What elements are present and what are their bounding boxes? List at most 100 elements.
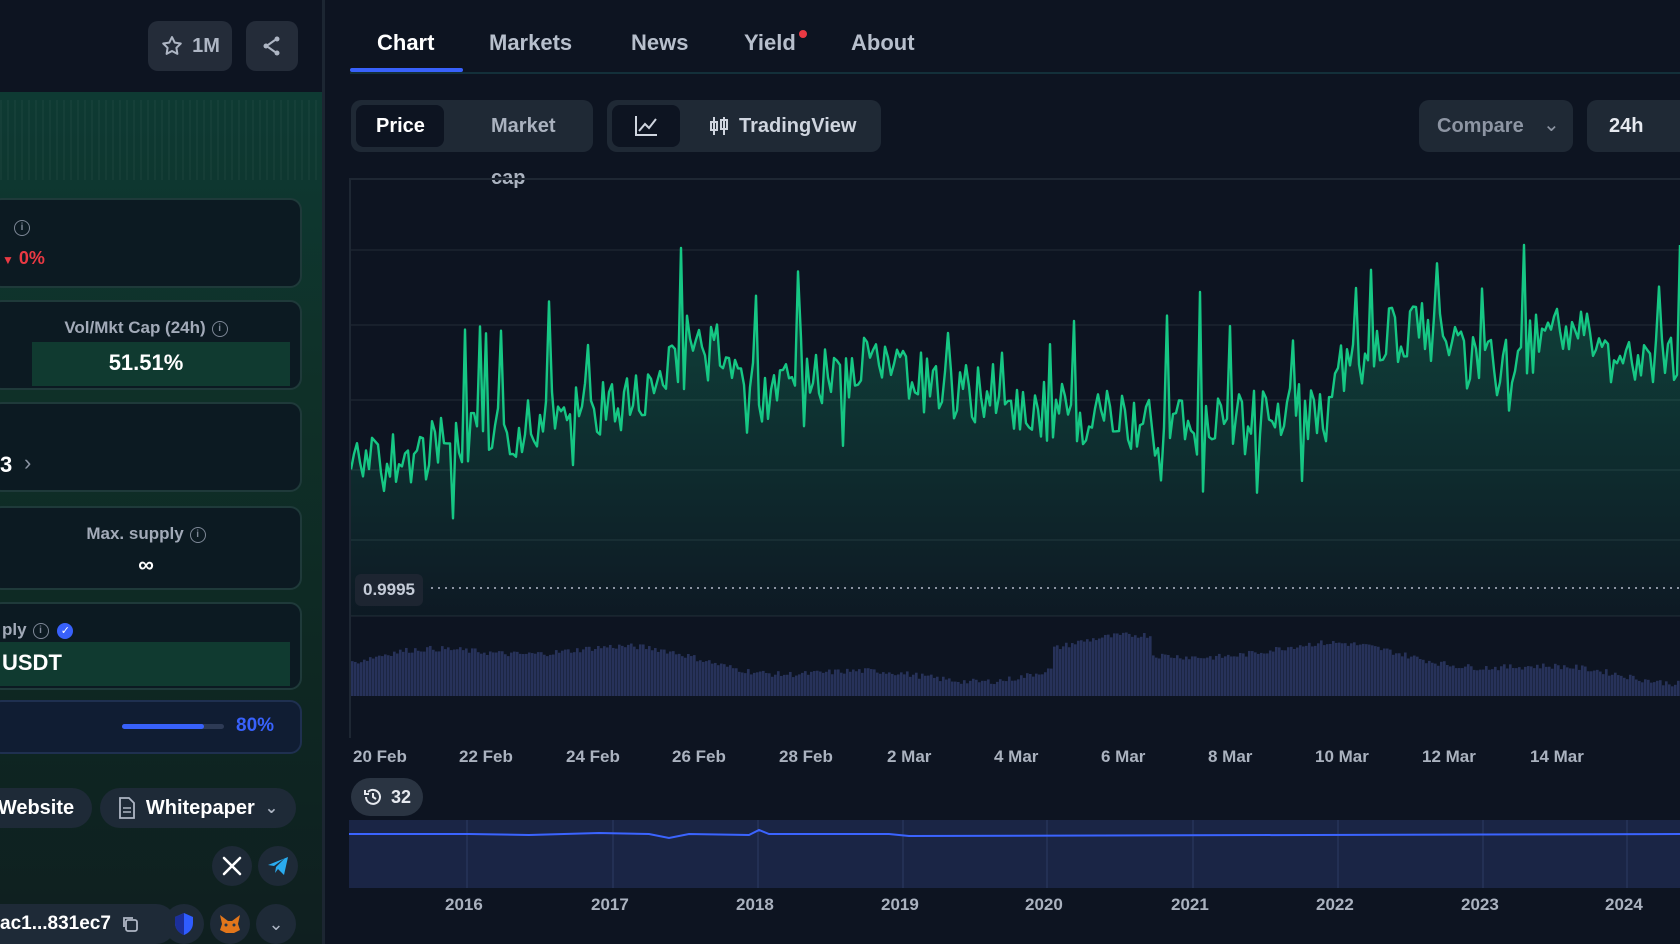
x-axis-tick: 8 Mar xyxy=(1208,747,1253,766)
tab-about[interactable]: About xyxy=(851,30,915,55)
volume-bar xyxy=(1476,670,1479,696)
volume-bar xyxy=(1020,675,1023,696)
volume-bar xyxy=(933,677,936,696)
volume-bar xyxy=(1080,640,1083,696)
volume-bar xyxy=(822,672,825,696)
line-chart-icon[interactable] xyxy=(633,114,659,138)
tab-chart[interactable]: Chart xyxy=(377,30,435,55)
navigator-year: 2019 xyxy=(881,895,919,914)
price-toggle[interactable]: Price xyxy=(376,115,425,137)
price-chart[interactable]: 0.9995 xyxy=(349,178,1680,738)
volume-bar xyxy=(1083,641,1086,696)
volume-bar xyxy=(813,671,816,696)
volume-bar xyxy=(1629,674,1632,696)
volume-bar xyxy=(1470,666,1473,696)
tab-yield[interactable]: Yield xyxy=(744,30,796,55)
time-range-selector[interactable]: 24h xyxy=(1587,100,1680,152)
market-cap-toggle[interactable]: Market cap xyxy=(491,115,556,189)
volume-bar xyxy=(849,671,852,696)
volume-bar xyxy=(1656,680,1659,696)
tradingview-toggle[interactable]: TradingView xyxy=(739,115,857,137)
volume-bar xyxy=(1458,668,1461,696)
volume-bar xyxy=(1224,656,1227,696)
volume-bar xyxy=(1176,655,1179,696)
contract-address[interactable]: ac1...831ec7 xyxy=(0,904,176,944)
range-navigator[interactable] xyxy=(349,820,1680,888)
volume-bar xyxy=(1452,665,1455,696)
whitepaper-link[interactable]: Whitepaper ⌄ xyxy=(100,788,296,828)
volume-bar xyxy=(1593,670,1596,696)
volume-bar xyxy=(1533,668,1536,696)
volume-bar xyxy=(900,672,903,696)
security-audit-button[interactable] xyxy=(164,904,204,944)
volume-bar xyxy=(1569,668,1572,696)
volume-bar xyxy=(1416,656,1419,696)
chevron-right-icon[interactable]: › xyxy=(24,450,32,475)
volume-bar xyxy=(1356,645,1359,696)
history-badge[interactable]: 32 xyxy=(351,778,424,816)
volume-bars xyxy=(351,632,1680,696)
supply-card[interactable]: 3 › xyxy=(0,402,302,492)
price-chart-svg[interactable] xyxy=(351,180,1680,738)
volume-bar xyxy=(1602,674,1605,696)
volume-bar xyxy=(1113,633,1116,696)
x-axis-tick: 20 Feb xyxy=(353,747,407,766)
volume-bar xyxy=(1620,675,1623,696)
tab-markets[interactable]: Markets xyxy=(489,30,573,55)
volume-bar xyxy=(1557,665,1560,696)
circulating-supply-card: ply i ✓ USDT xyxy=(0,602,302,690)
volume-bar xyxy=(1662,685,1665,696)
volume-bar xyxy=(1116,633,1119,696)
info-icon[interactable]: i xyxy=(189,526,206,543)
volume-bar xyxy=(426,647,429,696)
copy-icon[interactable] xyxy=(121,915,139,933)
navigator-year: 2024 xyxy=(1605,895,1643,914)
volume-bar xyxy=(915,672,918,696)
vol-mkt-cap-card: Vol/Mkt Cap (24h) i 51.51% xyxy=(0,300,302,390)
volume-bar xyxy=(999,679,1002,696)
volume-bar xyxy=(1344,643,1347,696)
volume-bar xyxy=(885,673,888,696)
progress-track xyxy=(122,724,224,729)
volume-bar xyxy=(546,656,549,696)
volume-bar xyxy=(558,652,561,696)
volume-bar xyxy=(603,646,606,696)
volume-bar xyxy=(948,678,951,696)
add-to-metamask-button[interactable] xyxy=(210,904,250,944)
volume-bar xyxy=(1308,642,1311,696)
volume-bar xyxy=(744,673,747,696)
volume-bar xyxy=(1491,669,1494,696)
navigator-year: 2020 xyxy=(1025,895,1063,914)
share-button[interactable] xyxy=(246,21,298,71)
time-range-24h[interactable]: 24h xyxy=(1609,115,1644,137)
compare-dropdown[interactable]: Compare ⌄ xyxy=(1419,100,1573,152)
info-icon[interactable]: i xyxy=(32,622,49,639)
volume-bar xyxy=(1326,644,1329,696)
volume-bar xyxy=(750,674,753,696)
volume-bar xyxy=(639,644,642,696)
volume-bar xyxy=(699,660,702,696)
volume-bar xyxy=(816,670,819,696)
info-icon[interactable]: i xyxy=(14,220,30,236)
watchlist-button[interactable]: 1M xyxy=(148,21,232,71)
navigator-year: 2021 xyxy=(1171,895,1209,914)
volume-bar xyxy=(1206,657,1209,696)
volume-bar xyxy=(879,673,882,696)
volume-bar xyxy=(1056,645,1059,696)
website-link[interactable]: Website xyxy=(0,788,92,828)
tab-news[interactable]: News xyxy=(631,30,689,55)
volume-bar xyxy=(1383,648,1386,696)
x-logo-icon xyxy=(222,856,242,876)
volume-bar xyxy=(1185,656,1188,696)
volume-bar xyxy=(1233,656,1236,696)
volume-bar xyxy=(1455,668,1458,696)
volume-bar xyxy=(846,668,849,696)
telegram-link[interactable] xyxy=(258,846,298,886)
more-contracts-button[interactable]: ⌄ xyxy=(256,904,296,944)
info-icon[interactable]: i xyxy=(211,320,228,337)
volume-bar xyxy=(1278,647,1281,696)
x-twitter-link[interactable] xyxy=(212,846,252,886)
chevron-down-icon: ⌄ xyxy=(1543,114,1560,136)
volume-bar xyxy=(942,676,945,696)
volume-bar xyxy=(1212,659,1215,696)
